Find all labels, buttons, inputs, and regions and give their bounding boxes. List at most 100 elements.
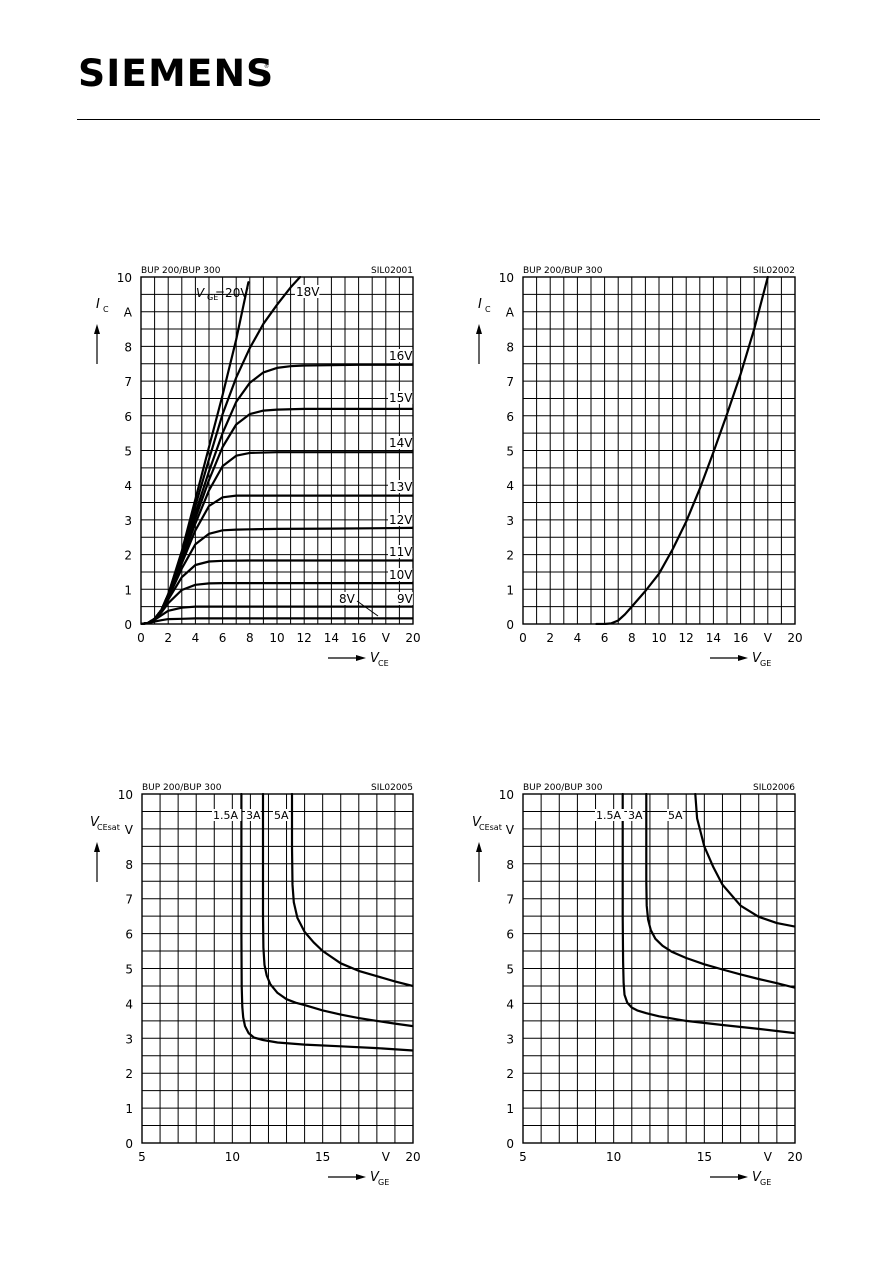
y-axis-arrowhead [476,842,482,852]
x-axis-label: V [370,651,380,666]
x-tick-label: 20 [405,631,420,645]
y-axis-arrowhead [476,324,482,334]
y-tick-label: 0 [506,618,514,632]
y-tick-label: 6 [506,410,514,424]
y-tick-label: 3 [506,514,514,528]
x-tick-label: 12 [679,631,694,645]
y-tick-label: 2 [506,549,514,563]
plot-frame [522,793,796,1144]
y-tick-label: 7 [125,893,133,907]
x-tick-label: 20 [787,1150,802,1164]
curve-label: =20V [215,286,249,300]
y-axis-label: I [478,297,482,312]
x-tick-label: 15 [697,1150,712,1164]
y-tick-label: 5 [506,963,514,977]
curve-label: 13V [389,480,413,494]
x-tick-label: 15 [315,1150,330,1164]
x-tick-label: V [764,631,773,645]
y-tick-label: A [506,306,515,320]
x-tick-label: 5 [138,1150,146,1164]
x-tick-label: 10 [651,631,666,645]
x-axis-label-subscript: GE [378,1178,389,1187]
y-tick-label: 1 [506,1102,514,1116]
y-tick-label: 7 [506,375,514,389]
x-tick-label: 20 [787,631,802,645]
y-tick-label: 2 [124,549,132,563]
curve-label: 5A [274,809,289,822]
x-tick-label: 5 [519,1150,527,1164]
series-line-3A [645,793,795,989]
curve-label: V [196,286,205,300]
y-tick-label: 4 [124,479,132,493]
curve-label-backing [295,285,320,298]
x-tick-label: 10 [606,1150,621,1164]
curve-label: 5A [668,809,683,822]
y-tick-label: A [124,306,133,320]
curve-label: 3A [246,809,261,822]
page-header: SIEMENS ® [0,0,892,130]
y-axis-arrowhead [94,842,100,852]
curve-label: 18V [296,285,320,299]
x-tick-label: 14 [706,631,721,645]
y-axis-label-subscript: CEsat [97,823,120,832]
x-axis-label-subscript: GE [760,1178,771,1187]
chart-product-label: BUP 200/BUP 300 [142,783,222,793]
series-line-1.5A [240,793,413,1052]
series-line-8V [141,617,413,625]
siemens-logo: SIEMENS [78,52,275,95]
x-tick-label: 12 [297,631,312,645]
x-axis-arrowhead [738,1174,748,1180]
y-tick-label: 10 [118,788,133,802]
series-line-5A [290,793,413,988]
chart-4: BUP 200/BUP 300 SIL02006 0 1 2 3 4 5 6 7 8 V 10 5 10 15… [472,783,803,1187]
series-group [595,276,769,625]
plot-frame [140,276,414,625]
x-tick-label: 20 [405,1150,420,1164]
header-rule [77,119,820,120]
chart-code-label: SIL02006 [753,783,795,793]
y-tick-label: 6 [124,410,132,424]
x-tick-label: 6 [601,631,609,645]
y-tick-label: 4 [506,479,514,493]
y-axis-label-subscript: CEsat [479,823,502,832]
y-tick-label: V [125,823,134,837]
y-axis-label-subscript: C [485,305,491,314]
x-tick-label: 0 [519,631,527,645]
y-tick-label: 8 [506,858,514,872]
y-tick-label: 10 [499,788,514,802]
curve-label-backing [273,809,289,821]
curve-label-backing [245,809,261,821]
series-line-3A [261,793,413,1028]
y-tick-label: 8 [506,340,514,354]
x-axis-label-subscript: CE [378,659,389,668]
curve-label-backing [388,436,413,449]
y-tick-label: 1 [506,583,514,597]
y-tick-label: V [506,823,515,837]
x-tick-label: V [382,631,391,645]
y-tick-label: 0 [124,618,132,632]
x-tick-label: 4 [192,631,200,645]
curve-label: 11V [389,545,413,559]
series-line-5A [694,793,795,928]
chart-code-label: SIL02001 [371,266,413,276]
curve-label-backing [388,391,413,404]
x-tick-label: V [382,1150,391,1164]
label-leader-line [356,600,379,617]
y-tick-label: 10 [117,271,132,285]
y-tick-label: 8 [124,340,132,354]
x-tick-label: 8 [246,631,254,645]
curve-label-backing [396,592,413,605]
y-tick-label: 10 [499,271,514,285]
x-tick-label: 2 [546,631,554,645]
curve-label: GE [207,293,218,302]
curve-label-backing [667,809,683,821]
y-tick-label: 5 [125,963,133,977]
x-tick-label: 16 [351,631,366,645]
trademark-mark: ® [264,64,269,70]
curve-label-backing [388,568,413,581]
x-tick-label: 10 [225,1150,240,1164]
curve-label: 8V [339,592,356,606]
y-tick-label: 2 [125,1067,133,1081]
y-tick-label: 3 [125,1032,133,1046]
